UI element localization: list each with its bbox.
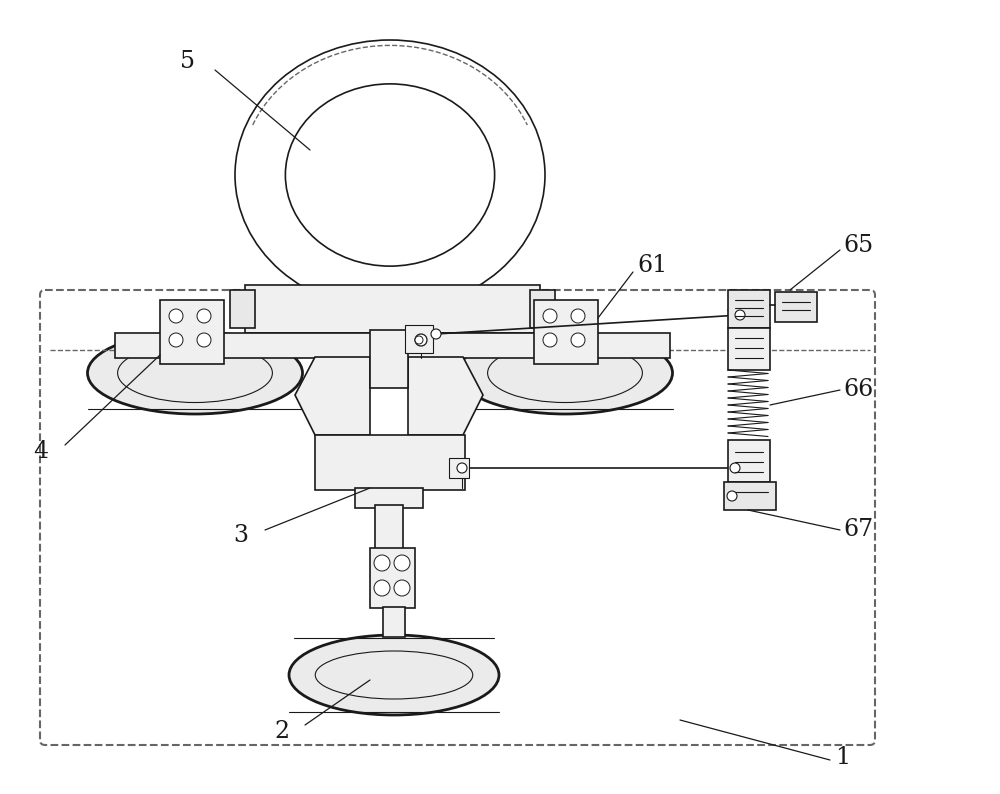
Text: 4: 4	[33, 441, 48, 464]
Circle shape	[197, 333, 211, 347]
Bar	[449, 458, 469, 478]
Text: 67: 67	[843, 518, 873, 542]
Bar	[728, 328, 770, 370]
Circle shape	[394, 555, 410, 571]
Bar	[370, 548, 415, 608]
Circle shape	[735, 310, 745, 320]
Bar	[724, 482, 776, 510]
Polygon shape	[295, 357, 370, 435]
Bar	[370, 330, 408, 388]
Circle shape	[394, 580, 410, 596]
Bar	[383, 607, 405, 637]
Circle shape	[457, 463, 467, 473]
Bar	[775, 292, 817, 322]
Bar	[230, 290, 255, 328]
Ellipse shape	[315, 651, 473, 699]
Ellipse shape	[285, 84, 495, 266]
Circle shape	[730, 463, 740, 473]
Text: 5: 5	[180, 51, 195, 74]
Bar	[375, 505, 403, 550]
Ellipse shape	[118, 344, 272, 403]
Ellipse shape	[289, 635, 499, 715]
Circle shape	[169, 309, 183, 323]
Bar	[405, 325, 433, 353]
Circle shape	[571, 309, 585, 323]
Text: 65: 65	[843, 233, 873, 256]
Ellipse shape	[458, 332, 672, 414]
Circle shape	[431, 329, 441, 339]
Bar	[530, 290, 555, 328]
Circle shape	[415, 334, 427, 346]
Text: 2: 2	[275, 720, 290, 743]
Circle shape	[415, 336, 423, 344]
Circle shape	[374, 555, 390, 571]
Bar	[534, 300, 598, 364]
Bar	[728, 290, 770, 328]
Bar	[160, 300, 224, 364]
Text: 61: 61	[637, 253, 667, 276]
Ellipse shape	[235, 40, 545, 310]
Bar	[355, 488, 423, 508]
Circle shape	[543, 309, 557, 323]
Text: 3: 3	[233, 523, 248, 546]
Bar	[315, 435, 465, 490]
Circle shape	[197, 309, 211, 323]
Circle shape	[571, 333, 585, 347]
Circle shape	[169, 333, 183, 347]
Bar	[728, 440, 770, 482]
Polygon shape	[408, 357, 483, 435]
Bar	[245, 285, 540, 333]
Circle shape	[727, 491, 737, 501]
Circle shape	[374, 580, 390, 596]
Bar	[115, 333, 670, 358]
Text: 66: 66	[843, 379, 873, 402]
Ellipse shape	[488, 344, 642, 403]
Circle shape	[543, 333, 557, 347]
FancyBboxPatch shape	[40, 290, 875, 745]
Text: 1: 1	[835, 746, 850, 769]
Ellipse shape	[88, 332, 302, 414]
